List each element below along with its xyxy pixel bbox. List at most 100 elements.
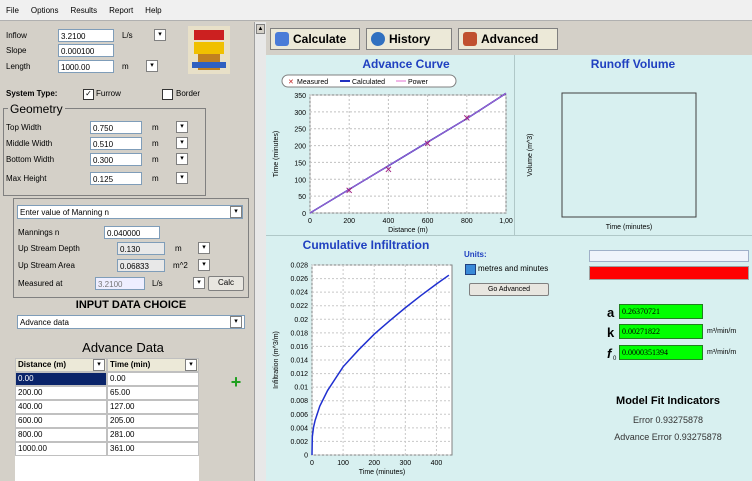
length-input[interactable]: 1000.00	[58, 60, 114, 73]
upstream-depth-unit-dropdown[interactable]: ▾	[198, 242, 210, 254]
input-data-choice-dropdown[interactable]: ▾	[230, 316, 242, 328]
table-row[interactable]: 200.00 65.00	[15, 386, 199, 400]
measured-at-input: 3.2100	[95, 277, 145, 290]
advance-data-header: Distance (m) ▾ Time (min) ▾	[15, 358, 199, 372]
top-width-unit-dropdown[interactable]: ▾	[176, 121, 188, 133]
table-row[interactable]: 800.00 281.00	[15, 428, 199, 442]
y-tick-label: 50	[298, 194, 306, 201]
time-cell[interactable]: 281.00	[107, 428, 199, 442]
slope-input[interactable]: 0.000100	[58, 44, 114, 57]
distance-column-header[interactable]: Distance (m)	[15, 358, 107, 372]
menu-help[interactable]: Help	[145, 5, 162, 15]
tab-advanced[interactable]: Advanced	[458, 28, 558, 50]
distance-unit-dropdown[interactable]: ▾	[93, 359, 105, 371]
table-row[interactable]: 400.00 127.00	[15, 400, 199, 414]
results-panel: Advance Curve 0 50 100 150 200 250 300 350 0 200 4…	[266, 55, 752, 481]
y-tick-label: 0.008	[290, 398, 308, 405]
distance-cell[interactable]: 0.00	[15, 372, 107, 386]
inflow-input[interactable]: 3.2100	[58, 29, 114, 42]
scroll-up-icon[interactable]: ▲	[256, 24, 265, 34]
length-unit: m	[122, 62, 129, 71]
time-unit-dropdown[interactable]: ▾	[185, 359, 197, 371]
manning-method-dropdown[interactable]: ▾	[230, 206, 242, 218]
tab-bar: Calculate History Advanced	[266, 22, 752, 55]
distance-cell[interactable]: 200.00	[15, 386, 107, 400]
y-axis-label: Infiltration (m^3/m)	[273, 331, 280, 389]
upstream-area-label: Up Stream Area	[18, 261, 75, 270]
units-radio[interactable]	[465, 264, 476, 275]
menu-report[interactable]: Report	[109, 5, 134, 15]
advance-curve-title: Advance Curve	[362, 57, 450, 71]
x-tick-label: 200	[368, 460, 380, 467]
add-row-icon[interactable]: +	[230, 372, 242, 392]
furrow-checkbox[interactable]: ✓	[83, 89, 94, 100]
upstream-area-unit-dropdown[interactable]: ▾	[198, 259, 210, 271]
time-cell[interactable]: 0.00	[107, 372, 199, 386]
manning-group	[13, 198, 249, 298]
calc-button[interactable]: Calc	[208, 276, 244, 291]
legend-box	[281, 74, 457, 88]
inflow-unit-dropdown[interactable]: ▾	[154, 29, 166, 41]
max-height-input[interactable]: 0.125	[90, 172, 142, 185]
f0-subscript: 0	[613, 356, 617, 362]
runoff-volume-chart: Time (minutes) Volume (m^3)	[527, 92, 697, 231]
time-column-header[interactable]: Time (min)	[107, 358, 199, 372]
y-tick-label: 0.018	[290, 330, 308, 337]
tab-calculate-label: Calculate	[293, 32, 347, 46]
mannings-n-input[interactable]: 0.040000	[104, 226, 160, 239]
chart-divider-horizontal	[266, 235, 752, 236]
top-width-input[interactable]: 0.750	[90, 121, 142, 134]
distance-cell[interactable]: 400.00	[15, 400, 107, 414]
distance-cell[interactable]: 1000.00	[15, 442, 107, 456]
x-tick-label: 800	[461, 218, 473, 225]
bottom-width-unit-dropdown[interactable]: ▾	[176, 153, 188, 165]
chart-divider	[514, 55, 515, 235]
measured-point: ✕	[463, 113, 471, 124]
legend-power: Power	[408, 79, 429, 86]
go-advanced-button[interactable]: Go Advanced	[469, 283, 549, 296]
table-row[interactable]: 0.00 0.00	[15, 372, 199, 386]
measured-at-unit-dropdown[interactable]: ▾	[193, 277, 205, 289]
menu-results[interactable]: Results	[70, 5, 98, 15]
x-tick-label: 200	[343, 218, 355, 225]
menu-file[interactable]: File	[6, 5, 19, 15]
middle-width-unit-dropdown[interactable]: ▾	[176, 137, 188, 149]
x-axis-label: Distance (m)	[388, 227, 428, 234]
input-data-choice-title: INPUT DATA CHOICE	[75, 299, 187, 311]
time-cell[interactable]: 127.00	[107, 400, 199, 414]
input-panel: Inflow 3.2100 L/s ▾ Slope 0.000100 Lengt…	[0, 22, 253, 481]
x-tick-label: 1,00	[499, 218, 513, 225]
measured-point: ✕	[423, 139, 431, 150]
bottom-width-input[interactable]: 0.300	[90, 153, 142, 166]
tab-advanced-label: Advanced	[481, 32, 539, 46]
slope-label: Slope	[6, 46, 27, 55]
distance-cell[interactable]: 800.00	[15, 428, 107, 442]
menu-options[interactable]: Options	[30, 5, 59, 15]
y-tick-label: 0.02	[294, 317, 308, 324]
left-panel-scrollbar[interactable]: ▲	[254, 22, 266, 481]
upstream-area-input: 0.06833	[117, 259, 165, 272]
input-data-choice-select[interactable]: Advance data	[17, 315, 245, 329]
tab-history[interactable]: History	[366, 28, 452, 50]
tab-history-label: History	[389, 32, 431, 46]
y-axis-label: Time (minutes)	[273, 131, 280, 177]
y-tick-label: 100	[294, 177, 306, 184]
time-cell[interactable]: 65.00	[107, 386, 199, 400]
time-cell[interactable]: 205.00	[107, 414, 199, 428]
advance-curve-chart: 0 50 100 150 200 250 300 350 0 200 400 600 800 1,00 Di…	[273, 74, 513, 234]
max-height-unit-dropdown[interactable]: ▾	[176, 172, 188, 184]
mannings-n-label: Mannings n	[18, 228, 60, 237]
manning-method-select[interactable]: Enter value of Manning n	[17, 205, 243, 219]
middle-width-input[interactable]: 0.510	[90, 137, 142, 150]
furrow-label: Furrow	[96, 89, 121, 98]
time-cell[interactable]: 361.00	[107, 442, 199, 456]
length-unit-dropdown[interactable]: ▾	[146, 60, 158, 72]
tab-calculate[interactable]: Calculate	[270, 28, 360, 50]
table-row[interactable]: 1000.00 361.00	[15, 442, 199, 456]
x-tick-label: 400	[383, 218, 395, 225]
measured-at-label: Measured at	[18, 279, 63, 288]
table-row[interactable]: 600.00 205.00	[15, 414, 199, 428]
x-axis-label: Time (minutes)	[606, 224, 652, 231]
border-checkbox[interactable]	[162, 89, 173, 100]
distance-cell[interactable]: 600.00	[15, 414, 107, 428]
